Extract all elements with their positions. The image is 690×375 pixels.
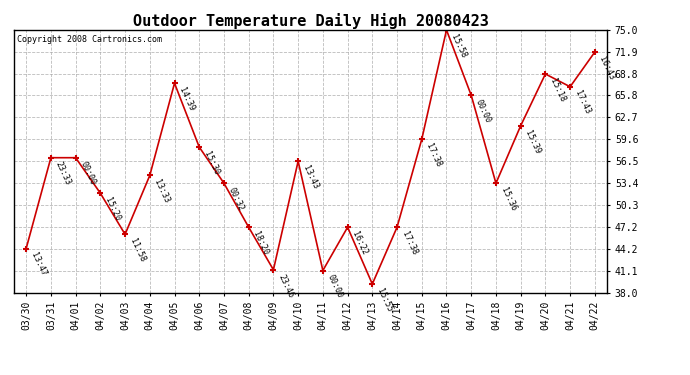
Text: 16:22: 16:22 [351,230,369,256]
Text: 17:43: 17:43 [573,90,591,116]
Text: 11:58: 11:58 [128,237,146,264]
Text: 13:47: 13:47 [29,251,48,278]
Text: 17:38: 17:38 [400,230,419,256]
Text: 15:18: 15:18 [548,77,567,103]
Text: 15:55: 15:55 [375,287,394,313]
Text: 15:30: 15:30 [202,150,221,176]
Text: 15:36: 15:36 [499,186,518,213]
Text: 15:20: 15:20 [103,196,122,222]
Text: 16:43: 16:43 [598,55,616,81]
Text: 00:00: 00:00 [326,273,344,300]
Text: 17:38: 17:38 [424,142,443,168]
Text: 13:33: 13:33 [152,178,171,205]
Text: 15:58: 15:58 [449,33,468,59]
Text: 00:00: 00:00 [474,98,493,124]
Text: 13:43: 13:43 [301,164,319,190]
Text: 23:33: 23:33 [54,160,72,187]
Title: Outdoor Temperature Daily High 20080423: Outdoor Temperature Daily High 20080423 [132,13,489,29]
Text: Copyright 2008 Cartronics.com: Copyright 2008 Cartronics.com [17,35,161,44]
Text: 18:20: 18:20 [251,230,270,256]
Text: 14:39: 14:39 [177,86,196,112]
Text: 00:00: 00:00 [79,160,97,187]
Text: 00:32: 00:32 [227,186,246,213]
Text: 15:39: 15:39 [524,129,542,155]
Text: 23:46: 23:46 [276,273,295,299]
